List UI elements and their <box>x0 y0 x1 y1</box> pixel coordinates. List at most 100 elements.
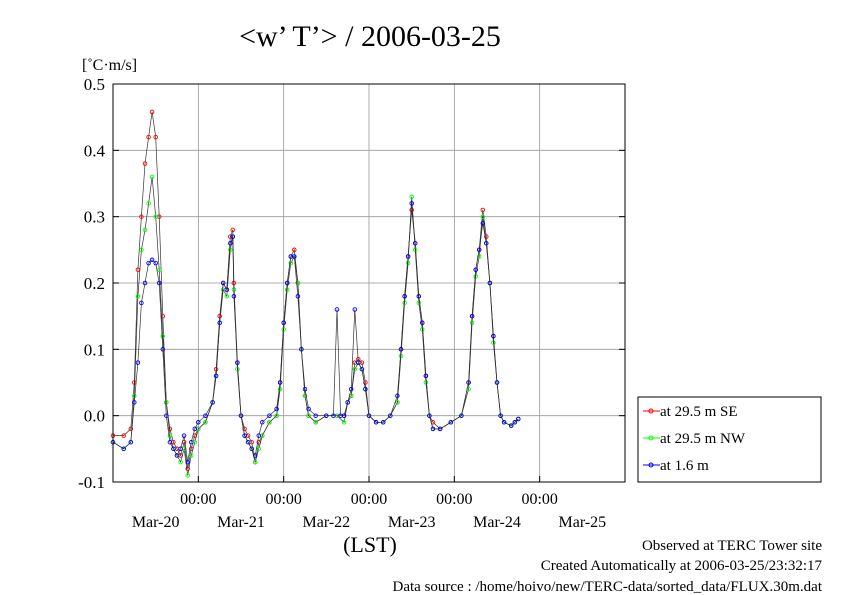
data-point <box>491 333 496 339</box>
data-point <box>231 294 237 299</box>
data-point <box>213 373 219 379</box>
data-point <box>409 201 414 206</box>
data-point <box>402 294 407 299</box>
data-point <box>174 453 180 458</box>
data-point <box>256 446 262 452</box>
legend-label: at 29.5 m NW <box>660 431 746 447</box>
y-tick-label: 0.4 <box>84 141 106 160</box>
legend-swatch-marker <box>648 408 654 414</box>
data-point <box>398 347 404 352</box>
data-point <box>405 260 411 266</box>
data-point <box>430 426 436 432</box>
x-date-label: Mar-21 <box>217 514 265 531</box>
y-tick-label: -0.1 <box>78 473 105 492</box>
data-point <box>466 380 471 385</box>
data-point <box>491 340 496 345</box>
data-point <box>230 234 236 239</box>
data-point <box>409 194 414 200</box>
data-point <box>484 240 489 246</box>
data-point <box>448 420 454 425</box>
data-point <box>252 453 258 458</box>
data-point <box>178 459 183 465</box>
data-point <box>494 380 500 385</box>
data-point <box>164 400 169 405</box>
data-point <box>331 413 336 418</box>
data-point <box>356 360 361 365</box>
data-point <box>228 240 233 246</box>
legend-swatch-marker <box>648 462 654 468</box>
data-point <box>256 433 262 438</box>
data-point <box>171 446 176 452</box>
data-point <box>295 280 301 286</box>
data-point <box>284 287 290 292</box>
data-point <box>153 260 158 266</box>
data-point <box>405 254 411 259</box>
legend-entry: at 29.5 m SE <box>643 404 738 420</box>
data-point <box>363 386 368 392</box>
data-point <box>139 247 144 253</box>
data-point <box>210 400 215 405</box>
data-point <box>220 280 226 286</box>
data-point <box>167 433 173 438</box>
data-point <box>299 347 304 352</box>
data-point <box>380 420 386 425</box>
legend: at 29.5 m SE at 29.5 m NW at 1.6 m <box>637 396 822 483</box>
data-point <box>348 386 354 392</box>
data-point <box>238 413 244 418</box>
data-point <box>146 134 151 140</box>
data-point <box>185 466 190 471</box>
data-point <box>135 360 141 365</box>
data-point <box>345 400 350 405</box>
data-point <box>487 280 493 286</box>
data-point <box>420 320 425 326</box>
data-point <box>128 426 134 432</box>
data-point <box>252 459 258 465</box>
x-time-label: 00:00 <box>521 491 557 508</box>
data-point <box>188 439 194 445</box>
data-point <box>230 227 236 233</box>
data-point <box>324 413 329 418</box>
data-point <box>142 280 148 286</box>
data-point <box>437 426 443 432</box>
data-point <box>416 300 422 306</box>
data-point <box>373 420 379 425</box>
data-point <box>313 413 318 418</box>
data-point <box>459 413 464 418</box>
data-point <box>188 453 194 458</box>
data-point <box>476 247 482 253</box>
data-point <box>153 214 158 219</box>
data-point <box>267 420 272 425</box>
data-point <box>313 420 318 425</box>
series-line <box>112 203 519 463</box>
data-point <box>302 386 308 392</box>
data-point <box>196 420 201 425</box>
x-time-label: 00:00 <box>265 491 301 508</box>
y-tick-label: 0.2 <box>84 274 105 293</box>
data-point <box>181 433 187 438</box>
data-point <box>160 347 166 352</box>
data-point <box>395 400 400 405</box>
data-point <box>359 366 365 372</box>
y-axis-unit-label: [˚C·m/s] <box>82 57 137 74</box>
x-date-label: Mar-20 <box>132 514 180 531</box>
x-time-label: 00:00 <box>436 491 472 508</box>
data-point <box>260 420 265 425</box>
data-point <box>274 406 279 412</box>
data-point <box>473 274 478 279</box>
data-point <box>228 234 233 239</box>
data-point <box>224 287 230 292</box>
data-point <box>146 201 151 206</box>
chart-title: <w’ T’> / 2006-03-25 <box>239 20 501 53</box>
data-point <box>501 420 507 425</box>
data-point <box>149 257 155 263</box>
data-point <box>242 433 247 438</box>
data-point <box>288 260 294 266</box>
footer-site: Observed at TERC Tower site <box>642 538 822 554</box>
data-point <box>160 333 166 339</box>
legend-label: at 29.5 m SE <box>660 404 738 420</box>
data-point <box>281 320 286 326</box>
data-point <box>480 207 486 213</box>
series-at-29-5-m-nw <box>110 174 521 478</box>
